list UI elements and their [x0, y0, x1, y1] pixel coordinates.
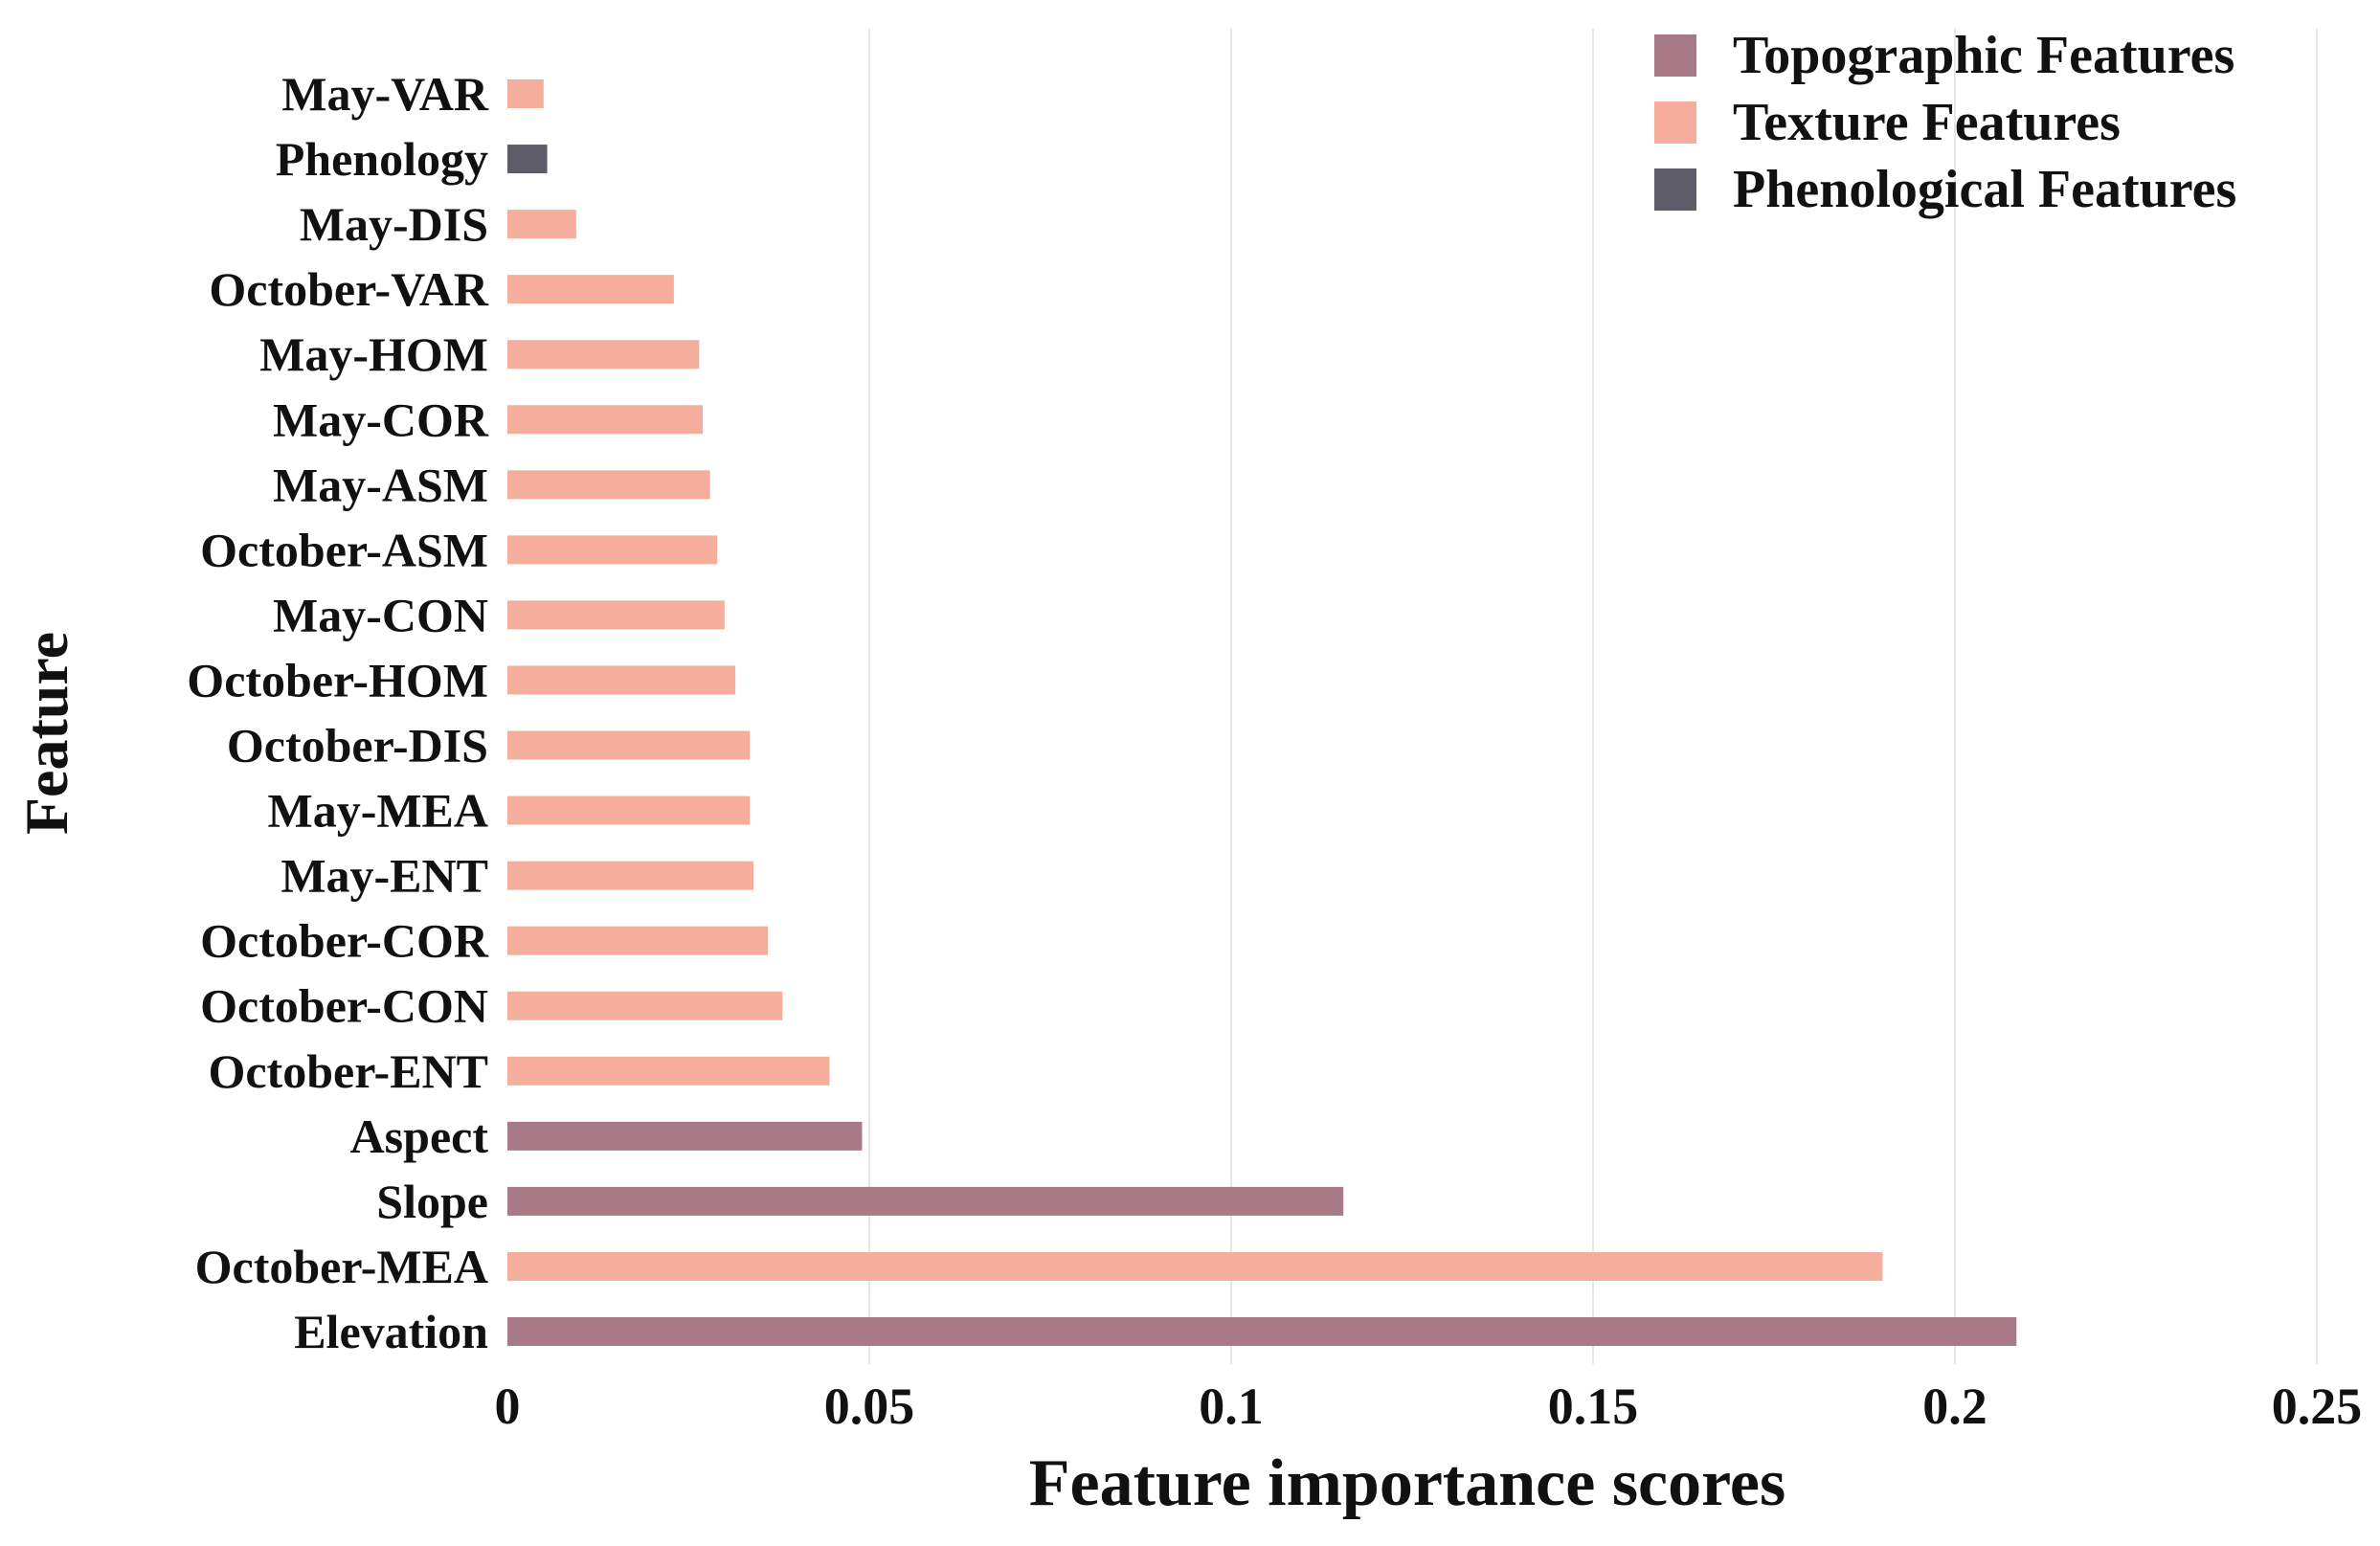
category-label: October-COR — [200, 914, 489, 968]
category-label: Aspect — [350, 1109, 489, 1163]
bar — [507, 1251, 1883, 1281]
category-label: May-HOM — [259, 327, 488, 381]
bar — [507, 470, 710, 500]
legend: Topographic Features Texture Features Phen… — [1654, 26, 2236, 219]
x-tick-label: 0.05 — [824, 1378, 915, 1435]
x-tick-labels: 0 0.05 0.1 0.15 0.2 0.25 — [495, 1378, 2363, 1435]
x-tick-label: 0.15 — [1548, 1378, 1639, 1435]
bar — [507, 991, 783, 1020]
category-label: Phenology — [276, 132, 488, 186]
x-tick-label: 0.1 — [1199, 1378, 1264, 1435]
bar — [507, 730, 751, 760]
category-label: May-COR — [273, 392, 489, 446]
bar — [507, 1317, 2017, 1346]
x-axis-title: Feature importance scores — [1029, 1446, 1786, 1520]
category-label: October-DIS — [227, 719, 488, 773]
category-label: October-CON — [200, 979, 488, 1033]
bar — [507, 535, 718, 565]
bar — [507, 1186, 1344, 1216]
category-label: May-CON — [273, 588, 488, 641]
category-label: May-ASM — [273, 458, 488, 511]
category-label: Elevation — [294, 1305, 488, 1358]
bar — [507, 79, 544, 108]
category-label: October-MEA — [195, 1240, 488, 1293]
category-label: October-HOM — [187, 653, 488, 706]
bar — [507, 926, 769, 955]
legend-swatch — [1654, 168, 1696, 211]
bar — [507, 861, 754, 890]
bar — [507, 145, 548, 174]
category-labels: May-VAR Phenology May-DIS October-VAR May-HO… — [187, 67, 489, 1358]
category-label: May-ENT — [281, 849, 488, 903]
bar — [507, 795, 751, 825]
legend-label: Topographic Features — [1733, 26, 2234, 85]
category-label: May-VAR — [281, 67, 489, 121]
bar — [507, 1121, 863, 1151]
bar — [507, 340, 700, 370]
legend-label: Texture Features — [1733, 93, 2121, 152]
category-label: May-DIS — [300, 197, 488, 251]
x-tick-label: 0 — [495, 1378, 521, 1435]
category-label: October-VAR — [209, 262, 488, 316]
x-tick-label: 0.25 — [2272, 1378, 2363, 1435]
x-tick-label: 0.2 — [1922, 1378, 1987, 1435]
bar — [507, 1056, 830, 1086]
category-label: Slope — [376, 1175, 488, 1228]
category-label: October-ASM — [200, 523, 488, 576]
category-label: October-ENT — [208, 1044, 488, 1098]
legend-label: Phenological Features — [1733, 160, 2236, 219]
legend-swatch — [1654, 101, 1696, 144]
grid-layer — [868, 29, 2318, 1364]
bar — [507, 600, 725, 630]
bar — [507, 210, 576, 239]
category-label: May-MEA — [268, 784, 489, 838]
legend-swatch — [1654, 34, 1696, 77]
bar-layer — [507, 79, 2017, 1346]
y-axis-title: Feature — [12, 632, 80, 835]
bar — [507, 665, 736, 695]
bar — [507, 275, 674, 304]
bar — [507, 405, 704, 435]
